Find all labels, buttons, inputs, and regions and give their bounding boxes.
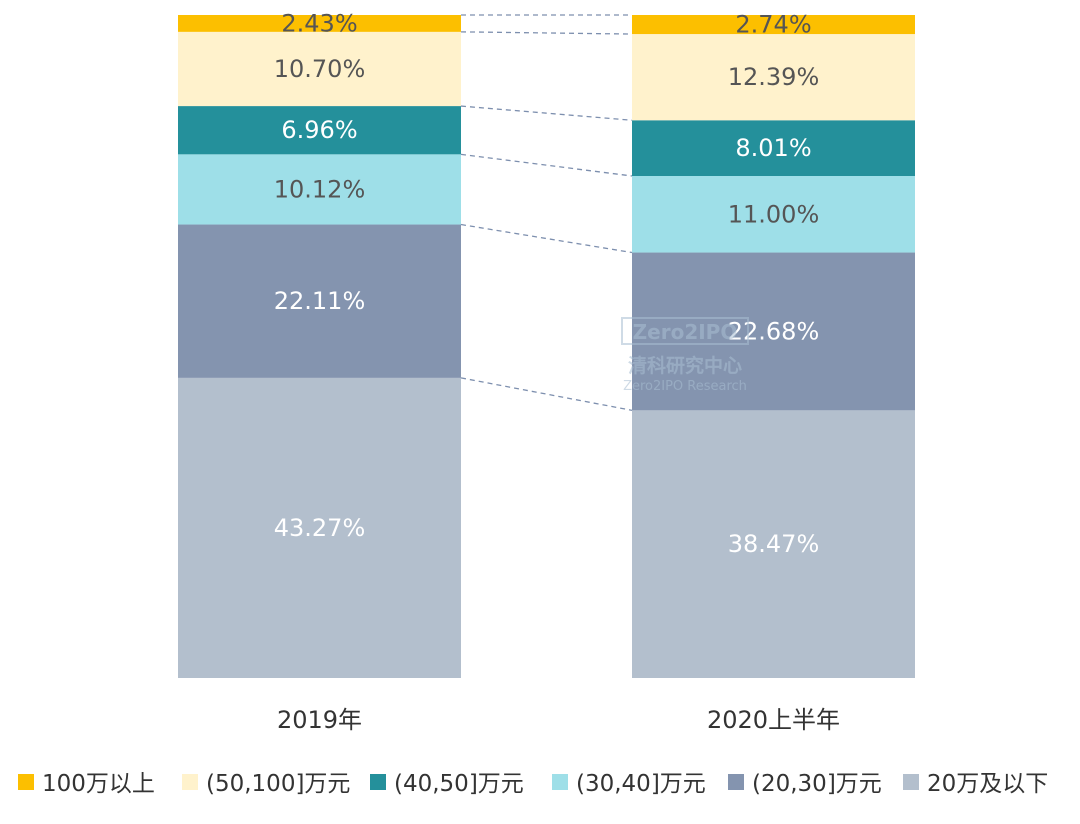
watermark-logo: Zero2IPO 清科研究中心 Zero2IPO Research	[621, 317, 749, 394]
bar-segment	[632, 120, 915, 177]
legend-swatch	[18, 774, 34, 790]
bar-segment	[632, 410, 915, 678]
bar-segment	[178, 154, 461, 225]
connector-line	[460, 31, 633, 35]
legend-item: (30,40]万元	[552, 771, 706, 797]
bar-segment	[632, 252, 915, 411]
bar-segment	[178, 106, 461, 155]
legend-item: (20,30]万元	[728, 771, 882, 797]
legend-swatch	[728, 774, 744, 790]
watermark-logo-text: Zero2IPO	[633, 320, 738, 344]
legend-swatch	[370, 774, 386, 790]
data-label: 10.12%	[274, 175, 366, 203]
legend-item: 20万及以下	[903, 771, 1048, 797]
watermark-line2: Zero2IPO Research	[623, 379, 747, 394]
category-label: 2020上半年	[707, 706, 840, 734]
data-label: 6.96%	[281, 116, 357, 144]
connector-lines	[460, 14, 633, 411]
category-label: 2019年	[277, 706, 362, 734]
data-label: 22.68%	[728, 317, 820, 345]
data-label: 2.43%	[281, 9, 357, 37]
legend-swatch	[903, 774, 919, 790]
bar-segment	[178, 15, 461, 32]
data-label: 10.70%	[274, 55, 366, 83]
connector-line	[460, 153, 633, 177]
bar-segment	[632, 15, 915, 35]
segment-labels: 43.27% 22.11% 10.12% 6.96% 10.70% 2.43% 38.47%…	[274, 9, 820, 558]
connector-line	[460, 377, 633, 411]
legend-label: 20万及以下	[927, 771, 1048, 797]
legend-item: (40,50]万元	[370, 771, 524, 797]
legend-swatch	[182, 774, 198, 790]
legend-swatch	[552, 774, 568, 790]
legend-label: (50,100]万元	[206, 771, 350, 797]
legend-label: 100万以上	[42, 771, 155, 797]
legend-label: (40,50]万元	[394, 771, 524, 797]
legend-label: (30,40]万元	[576, 771, 706, 797]
bar-segment	[178, 224, 461, 378]
legend: 100万以上 (50,100]万元 (40,50]万元 (30,40]万元 (20,30…	[18, 771, 1048, 797]
data-label: 8.01%	[735, 134, 811, 162]
connector-line	[460, 105, 633, 121]
data-label: 38.47%	[728, 530, 820, 558]
bar-segment	[632, 176, 915, 253]
watermark-logo-box	[621, 317, 749, 345]
data-label: 22.11%	[274, 287, 366, 315]
data-label: 12.39%	[728, 63, 820, 91]
data-label: 2.74%	[735, 11, 811, 39]
data-label: 11.00%	[728, 200, 820, 228]
category-labels: 2019年 2020上半年	[277, 706, 840, 734]
watermark-line1: 清科研究中心	[628, 354, 742, 377]
legend-item: (50,100]万元	[182, 771, 350, 797]
legend-item: 100万以上	[18, 771, 155, 797]
data-label: 43.27%	[274, 514, 366, 542]
connector-line	[460, 223, 633, 254]
bar-segment	[632, 34, 915, 121]
legend-label: (20,30]万元	[752, 771, 882, 797]
bar-segment	[178, 31, 461, 107]
bar-segment	[178, 377, 461, 678]
bars	[178, 15, 915, 678]
